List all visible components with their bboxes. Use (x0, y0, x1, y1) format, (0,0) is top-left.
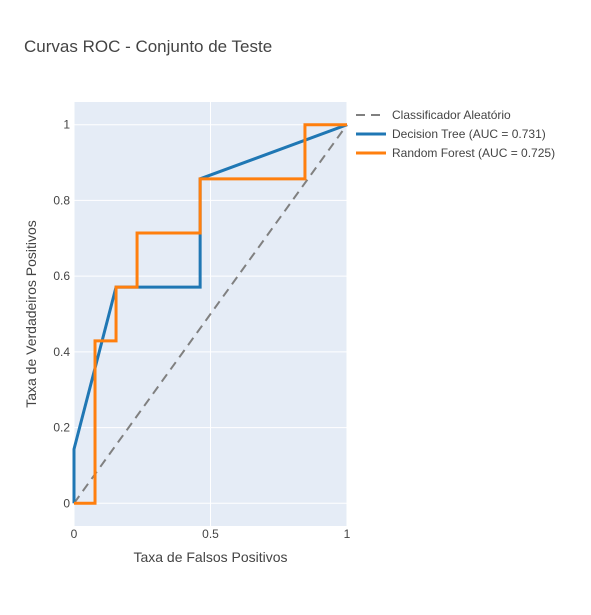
chart-title: Curvas ROC - Conjunto de Teste (24, 37, 272, 56)
y-tick-label: 1 (63, 118, 70, 132)
y-tick-label: 0.6 (53, 269, 70, 283)
legend-item-1[interactable]: Decision Tree (AUC = 0.731) (356, 127, 546, 141)
legend[interactable]: Classificador Aleatório Decision Tree (AU… (356, 108, 555, 160)
y-axis-label: Taxa de Verdadeiros Positivos (23, 220, 39, 408)
tick-layer: 0 0.2 0.4 0.6 0.8 1 0 0.5 1 (53, 118, 350, 541)
legend-item-0[interactable]: Classificador Aleatório (356, 108, 511, 122)
y-tick-label: 0.2 (53, 421, 70, 435)
series-line-0 (73, 124, 348, 504)
x-tick-label: 0 (71, 527, 78, 541)
series-layer (72, 123, 348, 505)
legend-label: Classificador Aleatório (392, 108, 511, 122)
series-line-2 (74, 123, 347, 505)
x-tick-label: 1 (344, 527, 351, 541)
series-line-1 (72, 123, 348, 504)
y-tick-label: 0 (63, 496, 70, 510)
legend-label: Decision Tree (AUC = 0.731) (392, 127, 546, 141)
legend-item-2[interactable]: Random Forest (AUC = 0.725) (356, 146, 555, 160)
x-tick-label: 0.5 (202, 527, 219, 541)
y-tick-label: 0.4 (53, 345, 70, 359)
legend-label: Random Forest (AUC = 0.725) (392, 146, 555, 160)
y-tick-label: 0.8 (53, 193, 70, 207)
x-axis-label: Taxa de Falsos Positivos (133, 549, 287, 565)
